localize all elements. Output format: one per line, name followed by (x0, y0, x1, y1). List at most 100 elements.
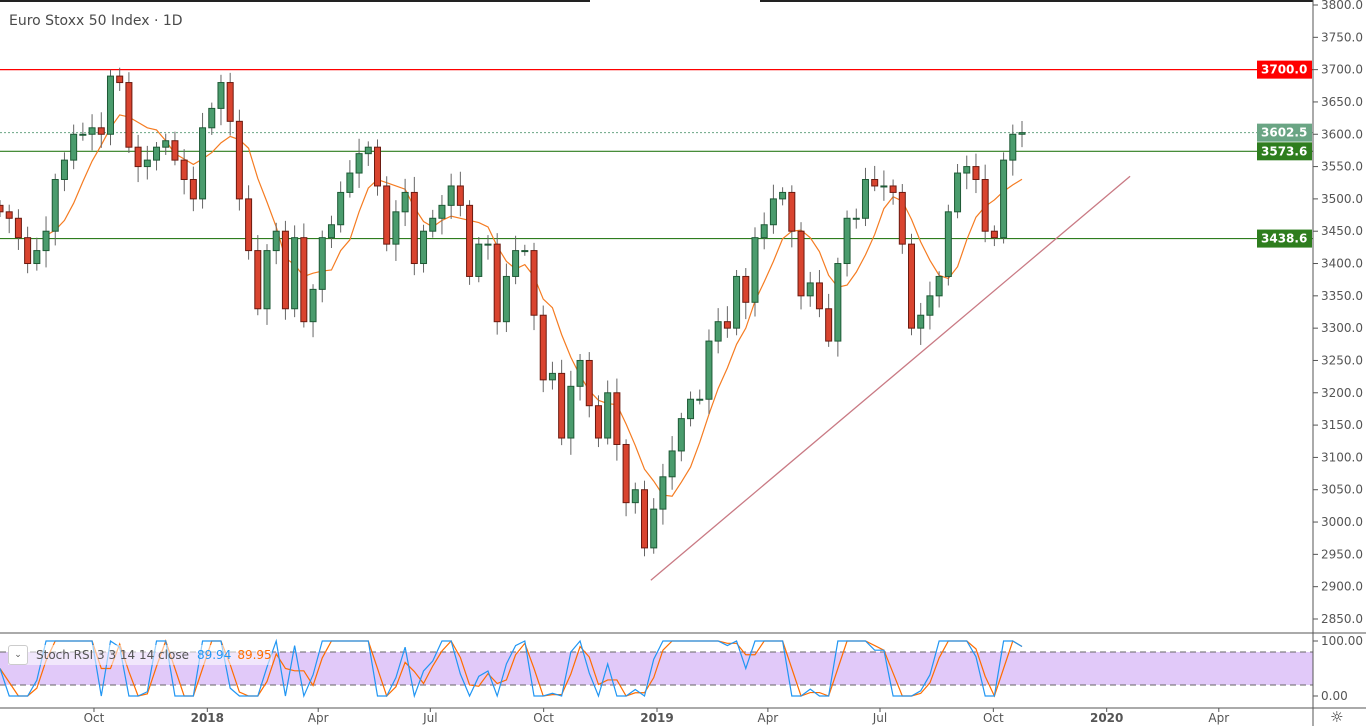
candle-up (42, 230, 50, 252)
price-label: 3602.5 (1261, 126, 1307, 140)
candle-up (668, 450, 676, 478)
candle-down (723, 321, 731, 329)
candle-up (337, 191, 345, 226)
candle-up (346, 172, 354, 193)
candle-up (521, 250, 529, 253)
candle-down (585, 359, 593, 407)
price-label-box (1257, 229, 1312, 248)
candle-up (963, 166, 971, 174)
candle-down (466, 204, 474, 277)
top-bar (0, 0, 590, 2)
candle-up (70, 133, 78, 161)
candle-down (180, 159, 188, 181)
candle-up (143, 159, 151, 168)
candle-down (245, 198, 253, 252)
x-tick-label: Jul (422, 711, 437, 725)
candle-up (696, 398, 704, 401)
top-bar (760, 0, 1313, 2)
k-value: 89.94 (196, 648, 232, 662)
candle-up (401, 191, 409, 213)
candle-down (742, 275, 750, 303)
candle-up (769, 198, 777, 226)
y-tick-label: 3600.0 (1321, 127, 1363, 141)
x-tick-label: Apr (308, 711, 329, 725)
price-label: 3573.6 (1261, 144, 1307, 158)
candle-up (327, 224, 335, 239)
candle-up (751, 237, 759, 303)
candle-up (604, 392, 612, 439)
candle-down (871, 179, 879, 187)
indicator-name: Stoch RSI 3 3 14 14 close (36, 648, 189, 662)
chart-title: Euro Stoxx 50 Index · 1D (9, 13, 183, 29)
candle-up (576, 359, 584, 387)
candle-down (981, 179, 989, 232)
candle-down (226, 82, 234, 122)
candle-up (733, 275, 741, 329)
candle-down (990, 230, 998, 239)
candle-up (512, 250, 520, 277)
candle-up (760, 224, 768, 239)
candle-down (235, 120, 243, 200)
y-tick-label: 3200.0 (1321, 386, 1363, 400)
candle-down (908, 243, 916, 329)
candle-up (843, 217, 851, 265)
candle-down (493, 243, 501, 323)
candle-up (954, 172, 962, 213)
y-tick-label: 3700.0 (1321, 63, 1363, 77)
stoch-k-line (0, 638, 1023, 699)
candle-up (392, 211, 400, 245)
indicator-legend: ⌄ Stoch RSI 3 3 14 14 close 89.94 89.95 (8, 645, 272, 665)
y-tick-label: 3250.0 (1321, 353, 1363, 367)
candle-down (456, 185, 464, 206)
candle-up (429, 217, 437, 232)
d-value: 89.95 (237, 648, 272, 662)
candle-up (199, 127, 207, 200)
y-tick-label: 3650.0 (1321, 95, 1363, 109)
x-tick-label: Oct (983, 711, 1004, 725)
candle-up (650, 508, 658, 549)
candle-up (944, 211, 952, 277)
y-tick-label: 3400.0 (1321, 257, 1363, 271)
candle-down (825, 308, 833, 342)
candle-up (447, 185, 455, 206)
y-tick-label: 3150.0 (1321, 418, 1363, 432)
candle-up (567, 385, 575, 439)
candle-down (622, 443, 630, 504)
x-tick-label: Oct (84, 711, 105, 725)
candle-up (852, 217, 860, 220)
y-tick-label: 2900.0 (1321, 580, 1363, 594)
x-tick-label: Jul (872, 711, 887, 725)
candle-up (162, 140, 170, 148)
candle-up (88, 127, 96, 135)
candle-up (1009, 133, 1017, 161)
candle-up (484, 243, 492, 246)
candle-down (125, 82, 133, 148)
candle-up (677, 418, 685, 452)
candle-up (208, 107, 216, 129)
candle-down (641, 489, 649, 549)
candle-down (0, 204, 4, 213)
candle-down (281, 230, 289, 310)
y-tick-label: 2950.0 (1321, 547, 1363, 561)
candle-up (926, 295, 934, 316)
candle-up (263, 250, 271, 310)
candle-up (438, 204, 446, 219)
candle-up (1000, 159, 1008, 239)
candle-up (51, 179, 59, 232)
candle-down (972, 166, 980, 181)
candle-up (834, 263, 842, 342)
rsi-y-tick-label: 0.00 (1321, 689, 1348, 703)
candle-up (79, 133, 87, 136)
gear-icon[interactable]: ☼ (1330, 708, 1344, 726)
candle-up (309, 288, 317, 323)
chevron-down-icon[interactable]: ⌄ (8, 645, 28, 665)
candle-down (898, 191, 906, 245)
y-tick-label: 3050.0 (1321, 483, 1363, 497)
candle-up (659, 476, 667, 510)
price-label: 3700.0 (1261, 63, 1307, 77)
y-tick-label: 3350.0 (1321, 289, 1363, 303)
candle-up (153, 146, 161, 161)
y-tick-label: 3800.0 (1321, 0, 1363, 12)
x-tick-label: 2020 (1090, 711, 1123, 725)
